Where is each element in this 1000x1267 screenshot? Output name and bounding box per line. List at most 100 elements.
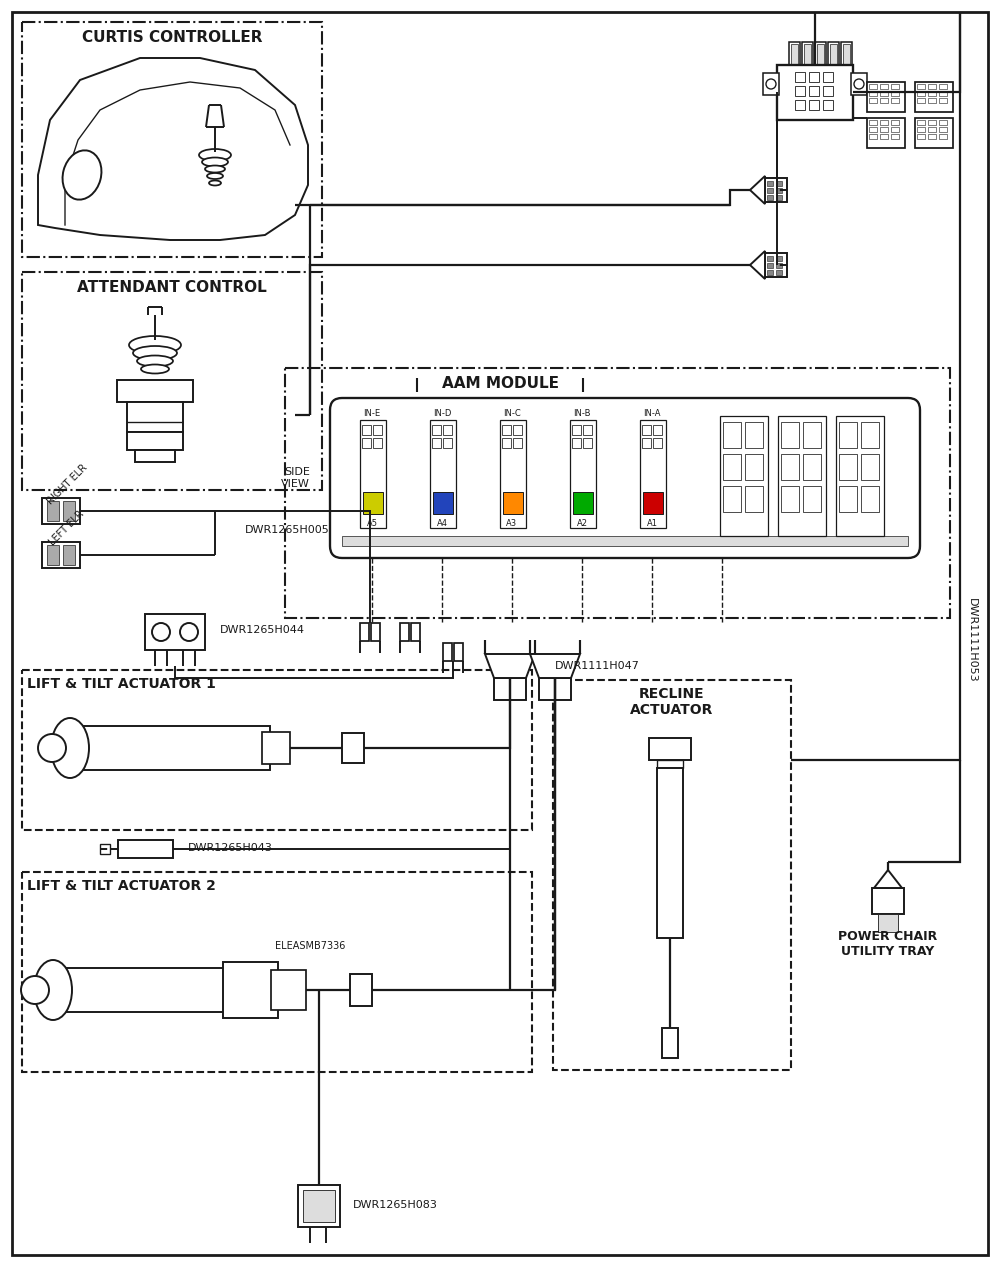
Text: POWER CHAIR
UTILITY TRAY: POWER CHAIR UTILITY TRAY: [838, 930, 938, 958]
Bar: [928, 91, 936, 96]
Bar: [928, 84, 936, 89]
Ellipse shape: [133, 346, 177, 360]
Bar: [891, 84, 899, 89]
Bar: [839, 487, 857, 512]
Polygon shape: [750, 251, 765, 279]
Text: ELEASMB7336: ELEASMB7336: [275, 941, 345, 952]
Bar: [803, 454, 821, 480]
Bar: [789, 42, 800, 66]
Bar: [767, 181, 773, 186]
Bar: [867, 118, 905, 148]
Bar: [823, 72, 833, 82]
Text: DWR1265H043: DWR1265H043: [188, 843, 273, 853]
Bar: [802, 42, 813, 66]
Text: A1: A1: [646, 519, 658, 528]
Bar: [553, 680, 791, 1071]
Bar: [342, 536, 908, 546]
Bar: [891, 127, 899, 132]
Bar: [839, 454, 857, 480]
Text: LIFT & TILT ACTUATOR 2: LIFT & TILT ACTUATOR 2: [27, 879, 216, 893]
Bar: [657, 760, 683, 768]
Bar: [745, 454, 763, 480]
Bar: [817, 44, 824, 65]
Bar: [223, 962, 278, 1017]
Bar: [803, 487, 821, 512]
Text: SIDE
VIEW: SIDE VIEW: [281, 468, 310, 489]
Text: A3: A3: [506, 519, 518, 528]
Bar: [135, 450, 175, 462]
Bar: [653, 438, 662, 449]
Bar: [861, 422, 879, 449]
Bar: [880, 91, 888, 96]
Bar: [373, 438, 382, 449]
Bar: [765, 253, 787, 277]
Bar: [271, 971, 306, 1010]
Bar: [917, 127, 925, 132]
Bar: [767, 264, 773, 269]
Text: DWR1111H047: DWR1111H047: [555, 661, 640, 672]
Bar: [642, 438, 651, 449]
Bar: [362, 424, 371, 435]
Bar: [22, 670, 532, 830]
Text: CURTIS CONTROLLER: CURTIS CONTROLLER: [82, 30, 262, 46]
Bar: [570, 419, 596, 528]
Bar: [262, 732, 290, 764]
Bar: [145, 614, 205, 650]
Ellipse shape: [207, 174, 223, 179]
Ellipse shape: [51, 718, 89, 778]
Bar: [118, 840, 173, 858]
Text: IN-B: IN-B: [573, 408, 591, 418]
Ellipse shape: [209, 180, 221, 185]
Bar: [776, 264, 782, 269]
Bar: [776, 181, 782, 186]
Bar: [745, 487, 763, 512]
Bar: [583, 424, 592, 435]
Bar: [891, 98, 899, 103]
Bar: [767, 195, 773, 200]
Bar: [767, 188, 773, 193]
Bar: [869, 91, 877, 96]
Ellipse shape: [63, 151, 101, 200]
FancyBboxPatch shape: [330, 398, 920, 557]
Text: IN-D: IN-D: [433, 408, 451, 418]
Circle shape: [38, 734, 66, 761]
Bar: [649, 737, 691, 760]
Bar: [443, 642, 452, 661]
Text: A2: A2: [576, 519, 588, 528]
Polygon shape: [485, 654, 535, 678]
Bar: [928, 120, 936, 125]
Bar: [917, 84, 925, 89]
Bar: [127, 432, 183, 450]
Bar: [880, 120, 888, 125]
Bar: [861, 454, 879, 480]
Bar: [843, 44, 850, 65]
Ellipse shape: [205, 166, 225, 172]
Bar: [880, 134, 888, 139]
Bar: [891, 134, 899, 139]
Bar: [432, 424, 441, 435]
Bar: [851, 73, 867, 95]
Text: AAM MODULE: AAM MODULE: [442, 376, 558, 392]
Bar: [867, 82, 905, 111]
Bar: [891, 120, 899, 125]
Bar: [928, 127, 936, 132]
Bar: [836, 416, 884, 536]
Bar: [781, 454, 799, 480]
Bar: [411, 623, 420, 641]
Bar: [433, 492, 453, 514]
Bar: [928, 98, 936, 103]
Bar: [939, 98, 947, 103]
Bar: [915, 82, 953, 111]
Bar: [640, 419, 666, 528]
Bar: [643, 492, 663, 514]
Bar: [22, 272, 322, 490]
Ellipse shape: [202, 157, 228, 166]
Bar: [765, 177, 787, 201]
Bar: [939, 91, 947, 96]
Bar: [823, 86, 833, 96]
Circle shape: [854, 79, 864, 89]
Bar: [781, 422, 799, 449]
Bar: [371, 623, 380, 641]
Bar: [443, 424, 452, 435]
Bar: [443, 438, 452, 449]
